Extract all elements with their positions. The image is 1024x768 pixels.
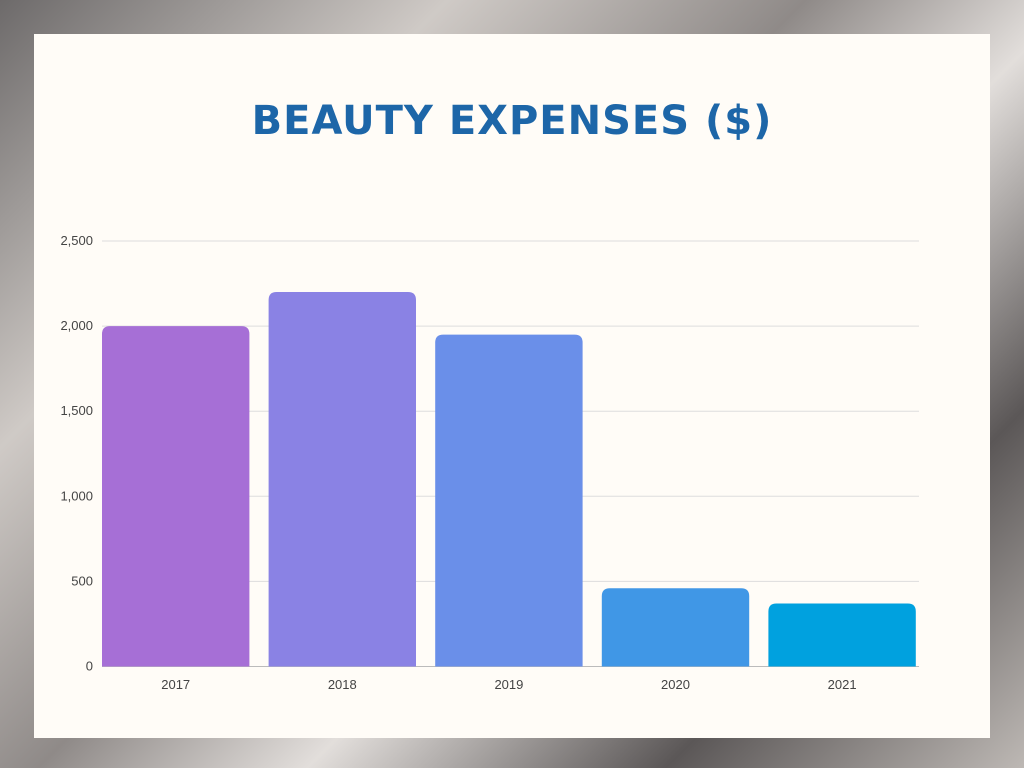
- x-tick-label: 2021: [828, 677, 857, 692]
- bar-2017: [102, 326, 250, 667]
- bar-2021: [768, 603, 916, 667]
- y-tick-label: 1,000: [60, 488, 93, 503]
- x-tick-label: 2020: [661, 677, 690, 692]
- chart-title: BEAUTY EXPENSES ($): [251, 98, 773, 144]
- x-tick-label: 2017: [161, 677, 190, 692]
- y-tick-label: 0: [86, 659, 93, 674]
- y-tick-label: 1,500: [60, 403, 93, 418]
- y-tick-label: 2,500: [60, 233, 93, 248]
- x-tick-label: 2019: [494, 677, 523, 692]
- y-tick-label: 500: [71, 573, 93, 588]
- y-tick-label: 2,000: [60, 318, 93, 333]
- bar-2019: [435, 334, 583, 667]
- bar-2018: [268, 292, 416, 667]
- bar-2020: [601, 588, 750, 667]
- x-tick-label: 2018: [328, 677, 357, 692]
